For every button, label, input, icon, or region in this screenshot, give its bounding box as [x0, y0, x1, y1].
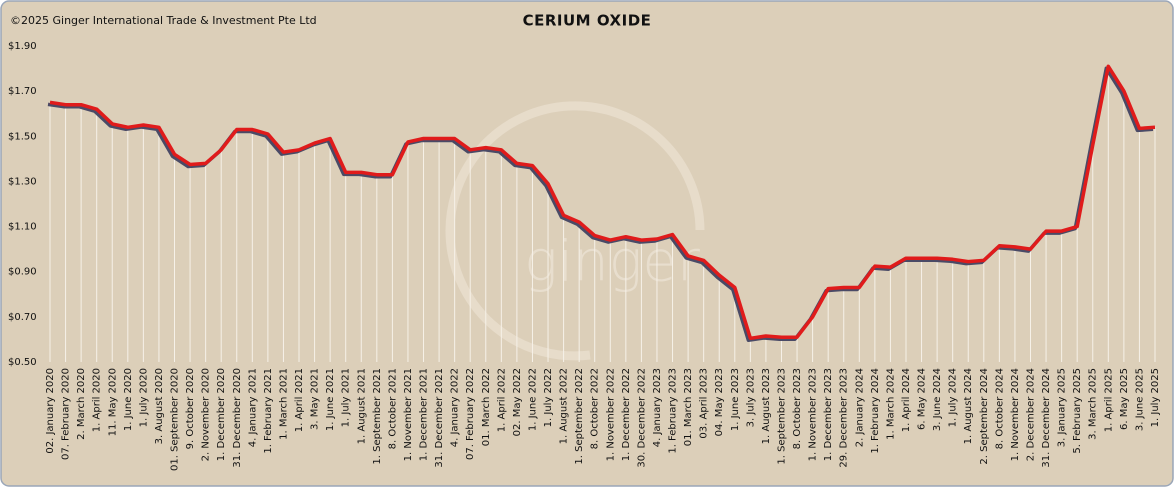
x-tick-label: 4. January 2023 — [652, 368, 663, 447]
x-tick-label: 3. May 2021 — [310, 368, 321, 430]
x-tick-label: 3. June 2024 — [932, 368, 943, 431]
x-tick-label: 1. April 2022 — [496, 368, 507, 432]
x-tick-label: 1. July 2024 — [948, 368, 959, 427]
x-tick-label: 3. July 2023 — [745, 368, 756, 427]
x-tick-label: 4. January 2021 — [247, 368, 258, 447]
y-tick-label: $0.90 — [8, 267, 37, 278]
x-tick-label: 1. March 2021 — [278, 368, 289, 440]
x-tick-label: 02. May 2022 — [512, 368, 523, 436]
x-tick-label: 1. February 2023 — [668, 368, 679, 454]
x-tick-label: 1. February 2024 — [870, 368, 881, 454]
x-tick-label: 1. April 2024 — [901, 368, 912, 432]
x-tick-label: 1. September 2022 — [574, 368, 585, 465]
x-tick-label: 03. April 2023 — [699, 368, 710, 439]
x-tick-label: 1. September 2023 — [776, 368, 787, 465]
x-tick-label: 4. January 2022 — [450, 368, 461, 447]
y-tick-label: $0.50 — [8, 357, 37, 368]
x-tick-label: 2. November 2020 — [201, 368, 212, 461]
x-tick-label: 1. June 2021 — [325, 368, 336, 431]
copyright: ©2025 Ginger International Trade & Inves… — [10, 14, 317, 27]
line — [49, 64, 1156, 341]
x-tick-label: 6. May 2025 — [1119, 368, 1130, 430]
y-tick-label: $0.70 — [8, 312, 37, 323]
x-tick-label: 11. May 2020 — [107, 368, 118, 436]
y-tick-label: $1.90 — [8, 41, 37, 52]
x-tick-label: 07. February 2022 — [465, 368, 476, 460]
x-tick-label: 1. December 2022 — [621, 368, 632, 461]
x-tick-label: 2. March 2020 — [76, 368, 87, 440]
x-tick-label: 1. August 2023 — [761, 368, 772, 444]
x-tick-label: 8. October 2024 — [994, 368, 1005, 449]
x-tick-label: 1. November 2023 — [808, 368, 819, 461]
x-tick-label: 2. January 2024 — [854, 368, 865, 447]
x-tick-label: 1. April 2021 — [294, 368, 305, 432]
x-tick-label: 1. June 2022 — [527, 368, 538, 431]
x-tick-label: 3. August 2020 — [154, 368, 165, 444]
x-tick-label: 2. December 2024 — [1025, 368, 1036, 461]
x-tick-label: 1. November 2021 — [403, 368, 414, 461]
y-tick-label: $1.50 — [8, 131, 37, 142]
x-tick-label: 31. December 2020 — [232, 368, 243, 468]
x-tick-label: 3. January 2025 — [1057, 368, 1068, 447]
x-tick-label: 07. February 2020 — [61, 368, 72, 460]
x-tick-label: 1. June 2020 — [123, 368, 134, 431]
x-tick-label: 1. July 2025 — [1150, 368, 1161, 427]
x-tick-label: 31. December 2021 — [434, 368, 445, 468]
x-tick-label: 31. December 2024 — [1041, 368, 1052, 468]
x-tick-label: 1. July 2021 — [341, 368, 352, 427]
x-tick-label: 01. September 2020 — [170, 368, 181, 471]
x-tick-label: 1. March 2024 — [885, 368, 896, 440]
x-tick-label: 8. October 2022 — [590, 368, 601, 449]
x-tick-label: 1. August 2021 — [356, 368, 367, 444]
x-tick-label: 1. November 2024 — [1010, 368, 1021, 461]
x-tick-label: 1. June 2023 — [730, 368, 741, 431]
x-tick-label: 5. February 2025 — [1072, 368, 1083, 454]
x-tick-label: 02. January 2020 — [45, 368, 56, 454]
x-tick-label: 1. August 2022 — [559, 368, 570, 444]
x-tick-label: 30. December 2022 — [636, 368, 647, 468]
x-tick-label: 1. February 2021 — [263, 368, 274, 454]
x-tick-label: 3. March 2025 — [1088, 368, 1099, 440]
x-tick-label: 1. July 2020 — [138, 368, 149, 427]
y-tick-label: $1.10 — [8, 222, 37, 233]
x-tick-label: 1. December 2020 — [216, 368, 227, 461]
x-tick-label: 8. October 2021 — [387, 368, 398, 449]
x-tick-label: 04. May 2023 — [714, 368, 725, 436]
x-tick-label: 3. June 2025 — [1134, 368, 1145, 431]
x-tick-label: 01. March 2023 — [683, 368, 694, 446]
x-tick-label: 2. September 2024 — [979, 368, 990, 465]
x-tick-label: 1. December 2023 — [823, 368, 834, 461]
chart-title: CERIUM OXIDE — [523, 12, 652, 30]
x-tick-label: 1. April 2020 — [92, 368, 103, 432]
x-tick-label: 1. August 2024 — [963, 368, 974, 444]
x-tick-label: 01. March 2022 — [481, 368, 492, 446]
x-tick-label: 1. September 2021 — [372, 368, 383, 465]
x-tick-label: 6. May 2024 — [917, 368, 928, 430]
y-tick-label: $1.70 — [8, 86, 37, 97]
y-tick-label: $1.30 — [8, 176, 37, 187]
x-tick-label: 1. July 2022 — [543, 368, 554, 427]
x-tick-label: 9. October 2020 — [185, 368, 196, 449]
x-tick-label: 1. April 2025 — [1103, 368, 1114, 432]
x-tick-label: 8. October 2023 — [792, 368, 803, 449]
x-tick-label: 29. December 2023 — [839, 368, 850, 468]
x-tick-label: 1. November 2022 — [605, 368, 616, 461]
x-tick-label: 1. December 2021 — [419, 368, 430, 461]
